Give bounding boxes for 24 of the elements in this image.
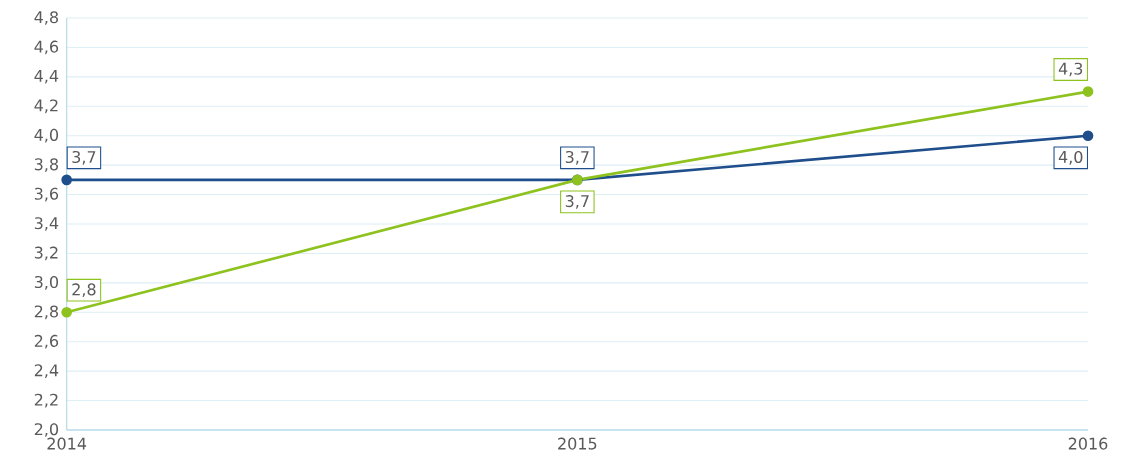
y-tick-label: 4,0 xyxy=(34,128,59,143)
y-tick-label: 3,4 xyxy=(34,217,59,231)
y-tick-label: 4,2 xyxy=(34,99,58,114)
y-tick-label: 3,2 xyxy=(34,246,58,261)
y-tick-label: 4,6 xyxy=(34,40,59,55)
x-tick-label: 2014 xyxy=(47,437,87,450)
x-tick-label: 2015 xyxy=(558,437,597,450)
x-tick-label: 2016 xyxy=(1068,437,1108,450)
y-tick-label: 2,4 xyxy=(34,364,59,379)
y-tick-label: 2,8 xyxy=(34,305,59,320)
y-tick-label: 3,0 xyxy=(34,275,59,290)
y-tick-label: 2,0 xyxy=(34,423,59,437)
y-tick-label: 3,8 xyxy=(34,158,59,173)
y-tick-label: 4,4 xyxy=(34,70,59,84)
data-label: 2,8 xyxy=(72,283,96,298)
y-tick-label: 3,6 xyxy=(34,187,59,202)
y-tick-label: 4,8 xyxy=(34,11,59,25)
y-tick-label: 2,2 xyxy=(34,393,58,408)
data-label: 3,7 xyxy=(565,150,589,165)
data-label: 4,0 xyxy=(1058,150,1083,165)
data-label: 4,3 xyxy=(1058,62,1083,77)
data-label: 3,7 xyxy=(565,195,589,209)
data-label: 3,7 xyxy=(72,150,96,165)
y-tick-label: 2,6 xyxy=(34,334,59,349)
